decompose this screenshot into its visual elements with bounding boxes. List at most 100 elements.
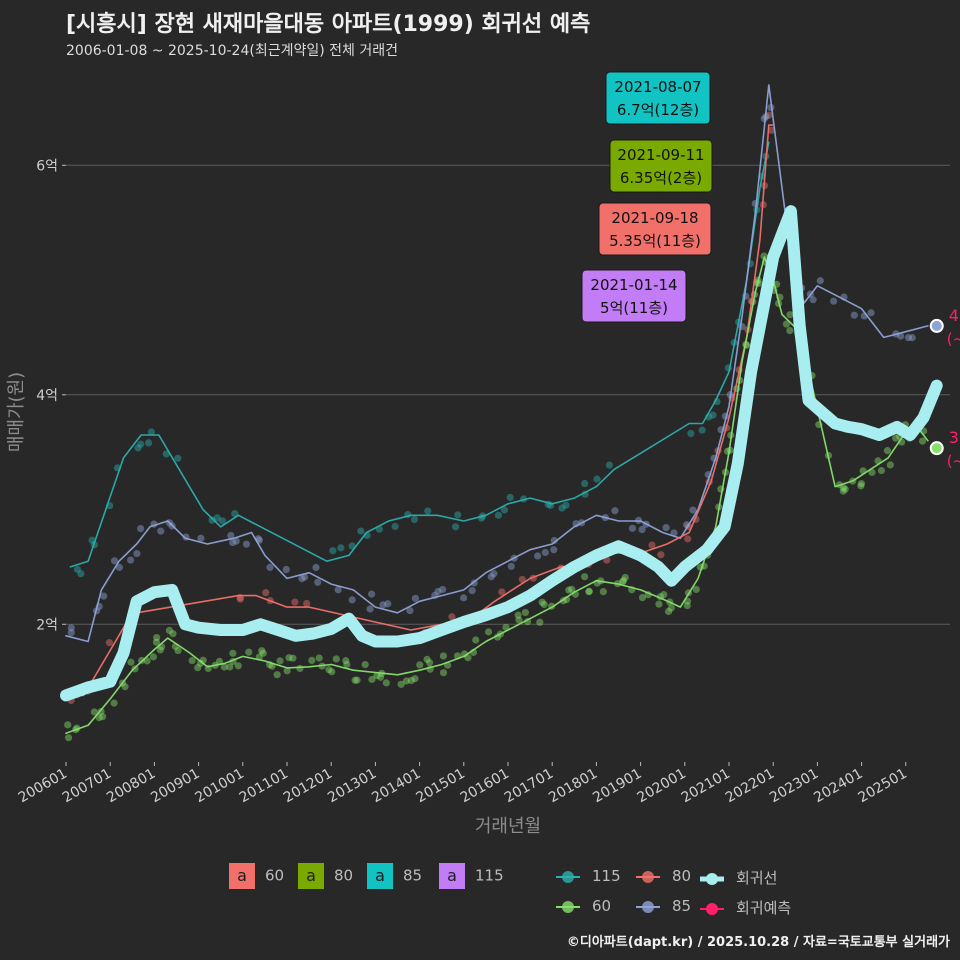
scatter-point-85	[411, 594, 420, 602]
scatter-point-85	[67, 628, 75, 637]
scatter-point-85	[384, 600, 392, 608]
scatter-point-85	[550, 536, 558, 545]
scatter-point-60	[692, 585, 700, 594]
scatter-point-80	[657, 551, 665, 559]
scatter-point-115	[162, 450, 170, 458]
scatter-point-85	[908, 334, 916, 342]
x-tick-label: 201201	[281, 766, 335, 807]
scatter-point-85	[379, 601, 387, 609]
scatter-point-60	[64, 734, 73, 742]
scatter-point-60	[353, 676, 361, 684]
prediction-area: (~85㎡)	[947, 330, 960, 348]
scatter-point-60	[760, 252, 768, 260]
prediction-area: (~60㎡)	[947, 452, 960, 470]
annotation-rect	[605, 71, 711, 125]
legend-line-prediction-icon	[700, 902, 724, 915]
scatter-point-60	[883, 447, 892, 455]
scatter-point-60	[245, 648, 253, 656]
scatter-point-60	[343, 660, 351, 669]
x-tick-label: 202101	[679, 766, 733, 807]
x-tick-label: 201001	[193, 766, 247, 807]
scatter-point-60	[342, 657, 350, 665]
scatter-point-60	[664, 607, 673, 616]
footer-credit: ©디아파트(dapt.kr) / 2025.10.28 / 자료=국토교통부 실…	[566, 935, 950, 950]
scatter-point-85	[312, 563, 320, 572]
annotation-rect	[598, 202, 712, 256]
series-line-60	[65, 256, 929, 735]
scatter-point-85	[348, 596, 356, 604]
scatter-point-85	[439, 585, 447, 594]
annotation-price: 5억(11층)	[600, 299, 668, 317]
scatter-point-85	[406, 607, 414, 615]
scatter-point-60	[95, 713, 103, 722]
scatter-point-60	[215, 657, 224, 665]
scatter-point-115	[500, 506, 509, 514]
x-tick-label: 201501	[414, 766, 468, 807]
scatter-point-85	[460, 594, 468, 602]
scatter-point-85	[368, 590, 376, 598]
prediction-marker	[929, 441, 944, 456]
scatter-point-60	[599, 588, 607, 596]
scatter-point-60	[565, 586, 573, 594]
annotation-box: 2021-01-14 5억(11층)	[581, 269, 687, 323]
scatter-point-60	[782, 320, 791, 328]
scatter-point-60	[285, 654, 293, 662]
scatter-point-85	[541, 548, 549, 557]
scatter-point-115	[213, 514, 221, 522]
legend-swatch-60: a	[229, 863, 255, 889]
scatter-point-115	[77, 570, 85, 578]
scatter-point-60	[156, 646, 164, 654]
scatter-point-115	[562, 501, 570, 509]
x-tick-label: 202001	[635, 766, 689, 807]
scatter-point-60	[416, 661, 424, 669]
scatter-point-60	[361, 660, 369, 669]
scatter-point-85	[638, 525, 646, 534]
scatter-point-60	[484, 628, 493, 636]
scatter-point-60	[536, 618, 544, 626]
scatter-point-115	[329, 547, 337, 555]
y-axis-title: 매매가(원)	[6, 372, 27, 452]
x-axis-title: 거래년월	[475, 816, 541, 837]
scatter-point-60	[174, 646, 182, 655]
scatter-point-85	[904, 334, 912, 342]
legend-line-60-icon	[556, 900, 580, 913]
scatter-point-60	[786, 311, 794, 319]
scatter-point-85	[133, 549, 141, 558]
x-tick-label: 202501	[856, 766, 910, 807]
scatter-point-60	[423, 655, 431, 663]
scatter-point-85	[282, 565, 290, 574]
scatter-point-115	[218, 517, 227, 525]
scatter-point-85	[242, 540, 251, 548]
x-tick-label: 201301	[325, 766, 379, 807]
scatter-point-60	[892, 434, 900, 442]
scatter-point-60	[110, 699, 118, 707]
scatter-point-115	[452, 523, 460, 531]
scatter-point-115	[174, 454, 182, 462]
scatter-point-85	[127, 556, 135, 564]
scatter-point-85	[468, 587, 476, 595]
scatter-point-115	[494, 511, 503, 519]
scatter-point-60	[581, 573, 589, 581]
annotation-box: 2021-09-11 6.35억(2층)	[609, 139, 713, 193]
scatter-point-85	[67, 624, 75, 632]
legend-box-80: a 80	[298, 863, 353, 889]
legend-line-80-icon	[636, 870, 660, 883]
scatter-point-115	[558, 504, 566, 512]
scatter-point-80	[765, 111, 773, 119]
legend-line-regression: 회귀선	[700, 867, 777, 888]
scatter-point-115	[454, 511, 462, 519]
chart-title: [시흥시] 장현 새재마을대동 아파트(1999) 회귀선 예측	[66, 12, 591, 37]
scatter-point-60	[568, 585, 576, 593]
scatter-point-80	[262, 589, 270, 597]
scatter-point-60	[332, 655, 340, 663]
scatter-point-60	[868, 468, 876, 476]
scatter-point-60	[618, 578, 627, 586]
scatter-point-85	[229, 538, 237, 547]
scatter-point-60	[585, 588, 593, 596]
scatter-point-85	[534, 552, 542, 560]
scatter-point-60	[351, 676, 359, 684]
legend-box-85: a 85	[367, 863, 422, 889]
scatter-point-60	[273, 671, 281, 679]
scatter-point-60	[90, 708, 98, 716]
scatter-point-60	[621, 573, 629, 582]
